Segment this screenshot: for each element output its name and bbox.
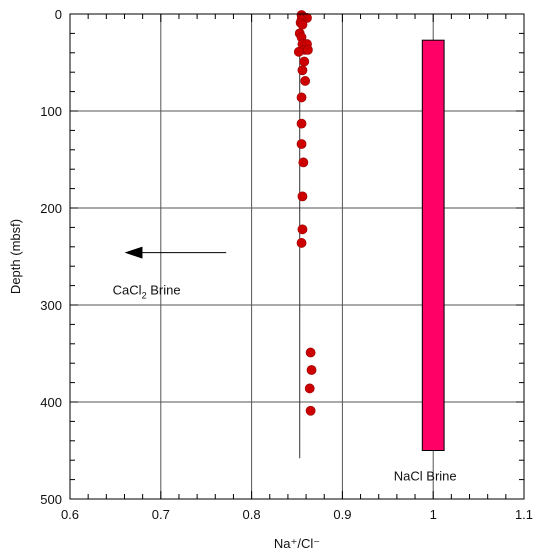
y-tick-label: 100 [40,104,62,119]
data-point [302,44,313,55]
data-point [300,76,311,86]
data-point [305,347,316,358]
nacl-brine-bar [421,39,445,451]
y-tick-label: 500 [40,492,62,507]
nacl-brine-label: NaCl Brine [394,469,457,484]
x-tick-label: 0.7 [152,507,170,522]
tick-labels: 0.6 0.7 0.8 0.9 1 1.1 0 100 200 300 400 500 [40,7,533,522]
x-tick-label: 1 [430,507,437,522]
nacl-brine-range [421,39,445,451]
cacl2-arrow [124,246,227,259]
data-point [296,238,307,248]
data-point [296,118,307,129]
x-tick-label: 0.8 [243,507,261,522]
data-point [293,46,304,57]
y-tick-label: 200 [40,201,62,216]
data-point [297,65,308,76]
y-tick-label: 300 [40,298,62,313]
data-point [298,157,309,168]
cacl2-label-sub: 2 [142,290,147,300]
cacl2-label-main: CaCl [113,282,142,297]
cacl2-brine-label: CaCl2 Brine [113,282,181,300]
data-point [304,383,315,394]
data-point [299,56,310,67]
data-point [296,92,307,103]
data-points [293,10,317,416]
x-axis-title: Na⁺/Cl⁻ [274,536,320,551]
data-point [296,139,307,149]
data-point [297,224,308,235]
y-tick-label: 0 [55,7,62,22]
x-tick-label: 1.1 [515,507,533,522]
arrow-head [124,246,143,259]
data-point [297,19,308,30]
cacl2-label-rest: Brine [147,282,181,297]
data-point [297,191,308,202]
data-point [306,365,317,375]
x-tick-label: 0.6 [61,507,79,522]
y-tick-label: 400 [40,395,62,410]
y-axis-title: Depth (mbsf) [8,219,23,294]
data-point [305,405,316,416]
x-tick-label: 0.9 [333,507,351,522]
plot-frame [69,13,525,500]
